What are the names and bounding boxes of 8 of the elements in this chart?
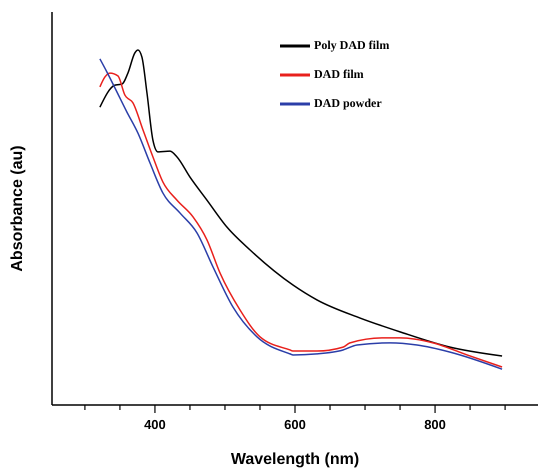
legend-label: Poly DAD film	[314, 38, 390, 52]
x-tick-label: 800	[424, 417, 446, 432]
x-tick-label: 400	[144, 417, 166, 432]
legend-label: DAD powder	[314, 96, 382, 110]
legend-label: DAD film	[314, 66, 364, 81]
x-tick-label: 600	[284, 417, 306, 432]
y-axis-title: Absorbance (au)	[9, 145, 26, 272]
x-axis-title: Wavelength (nm)	[230, 451, 360, 468]
